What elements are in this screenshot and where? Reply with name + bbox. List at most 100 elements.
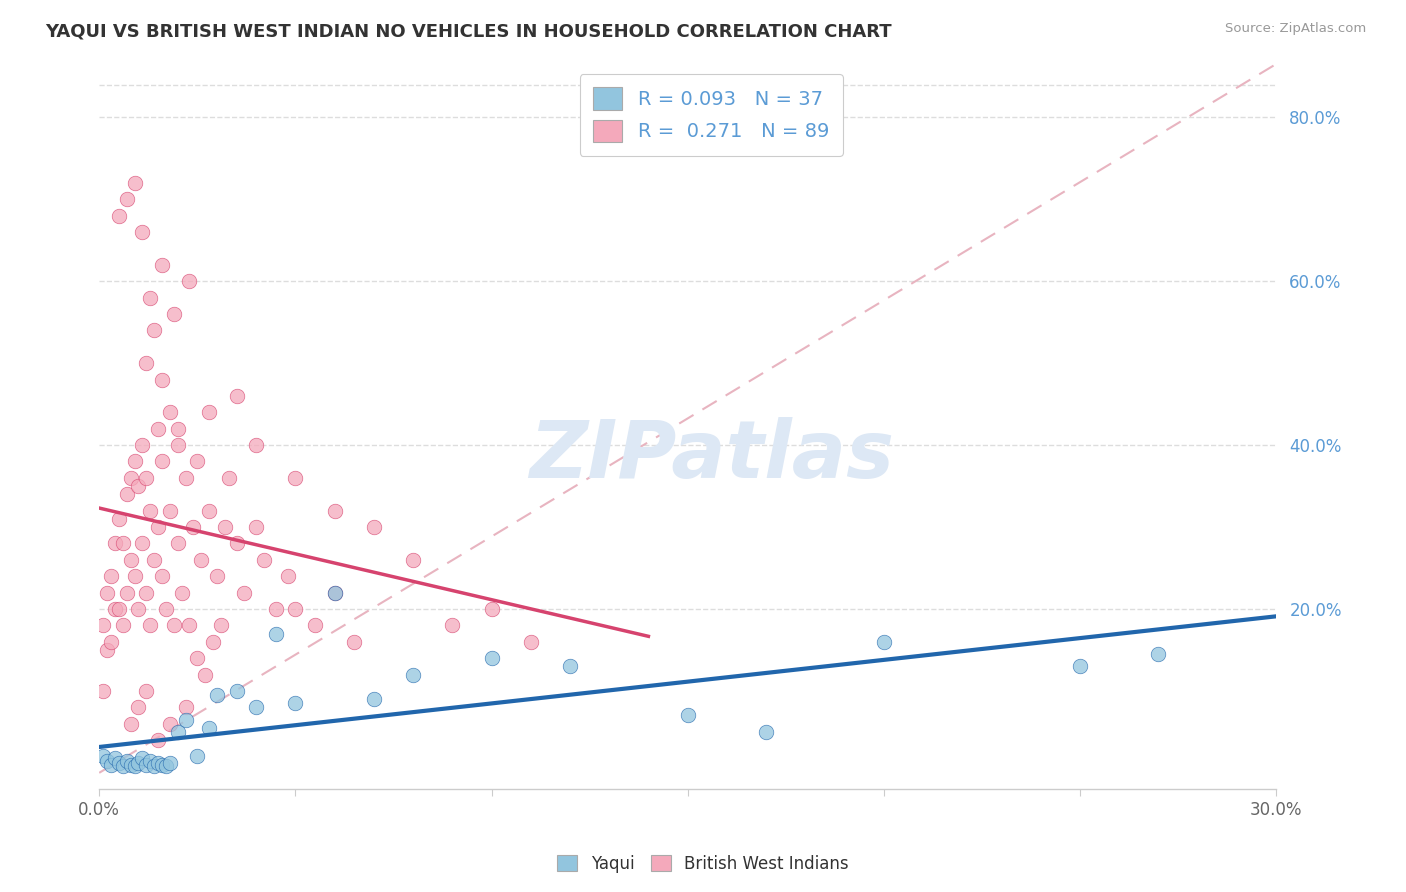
Point xyxy=(363,520,385,534)
Point xyxy=(179,274,201,288)
Text: YAQUI VS BRITISH WEST INDIAN NO VEHICLES IN HOUSEHOLD CORRELATION CHART: YAQUI VS BRITISH WEST INDIAN NO VEHICLES… xyxy=(45,22,891,40)
Point xyxy=(1069,659,1091,673)
Point xyxy=(284,696,307,710)
Point xyxy=(124,759,146,773)
Point xyxy=(139,503,162,517)
Point xyxy=(205,569,228,583)
Point xyxy=(143,553,166,567)
Point xyxy=(284,602,307,616)
Point xyxy=(304,618,326,632)
Point xyxy=(115,487,138,501)
Point xyxy=(91,749,114,764)
Point xyxy=(201,634,224,648)
Point xyxy=(402,553,425,567)
Point xyxy=(139,754,162,768)
Point xyxy=(205,688,228,702)
Point xyxy=(115,585,138,599)
Point xyxy=(284,471,307,485)
Point xyxy=(111,536,134,550)
Point xyxy=(120,471,142,485)
Point xyxy=(1147,647,1170,661)
Point xyxy=(135,356,157,370)
Point xyxy=(120,716,142,731)
Point xyxy=(131,751,153,765)
Point xyxy=(100,634,122,648)
Point xyxy=(108,602,131,616)
Point xyxy=(139,291,162,305)
Point xyxy=(186,749,208,764)
Point xyxy=(139,618,162,632)
Point xyxy=(186,454,208,468)
Legend: R = 0.093   N = 37, R =  0.271   N = 89: R = 0.093 N = 37, R = 0.271 N = 89 xyxy=(579,74,842,155)
Point xyxy=(155,602,177,616)
Point xyxy=(159,405,181,419)
Point xyxy=(163,618,186,632)
Text: Source: ZipAtlas.com: Source: ZipAtlas.com xyxy=(1226,22,1367,36)
Point xyxy=(198,721,221,735)
Point xyxy=(91,684,114,698)
Point xyxy=(166,724,188,739)
Point xyxy=(873,634,896,648)
Point xyxy=(166,536,188,550)
Point xyxy=(146,756,169,770)
Point xyxy=(108,209,131,223)
Point xyxy=(155,759,177,773)
Point xyxy=(190,553,212,567)
Point xyxy=(323,585,346,599)
Point xyxy=(143,759,166,773)
Point xyxy=(150,757,173,772)
Point xyxy=(179,618,201,632)
Point xyxy=(159,756,181,770)
Point xyxy=(127,479,149,493)
Point xyxy=(233,585,256,599)
Point xyxy=(481,602,503,616)
Point xyxy=(135,757,157,772)
Point xyxy=(198,503,221,517)
Point xyxy=(150,569,173,583)
Point xyxy=(276,569,298,583)
Point xyxy=(264,602,287,616)
Point xyxy=(755,724,778,739)
Point xyxy=(120,553,142,567)
Point xyxy=(323,503,346,517)
Point xyxy=(225,389,247,403)
Point xyxy=(146,422,169,436)
Point xyxy=(481,651,503,665)
Point xyxy=(218,471,240,485)
Point xyxy=(104,751,127,765)
Point xyxy=(159,716,181,731)
Point xyxy=(253,553,276,567)
Point xyxy=(519,634,541,648)
Point xyxy=(115,754,138,768)
Point xyxy=(143,323,166,337)
Point xyxy=(146,520,169,534)
Point xyxy=(127,602,149,616)
Point xyxy=(127,700,149,714)
Point xyxy=(159,503,181,517)
Point xyxy=(676,708,699,723)
Point xyxy=(245,438,267,452)
Point xyxy=(166,422,188,436)
Point xyxy=(111,618,134,632)
Point xyxy=(108,512,131,526)
Point xyxy=(108,756,131,770)
Point xyxy=(174,471,197,485)
Point xyxy=(186,651,208,665)
Point xyxy=(115,192,138,206)
Text: ZIPatlas: ZIPatlas xyxy=(529,417,894,495)
Point xyxy=(245,520,267,534)
Point xyxy=(96,754,118,768)
Point xyxy=(124,454,146,468)
Point xyxy=(135,684,157,698)
Point xyxy=(441,618,464,632)
Point xyxy=(127,756,149,770)
Point xyxy=(166,438,188,452)
Point xyxy=(124,569,146,583)
Point xyxy=(96,585,118,599)
Point xyxy=(194,667,217,681)
Point xyxy=(264,626,287,640)
Point xyxy=(100,569,122,583)
Point xyxy=(135,585,157,599)
Point xyxy=(323,585,346,599)
Point xyxy=(174,713,197,727)
